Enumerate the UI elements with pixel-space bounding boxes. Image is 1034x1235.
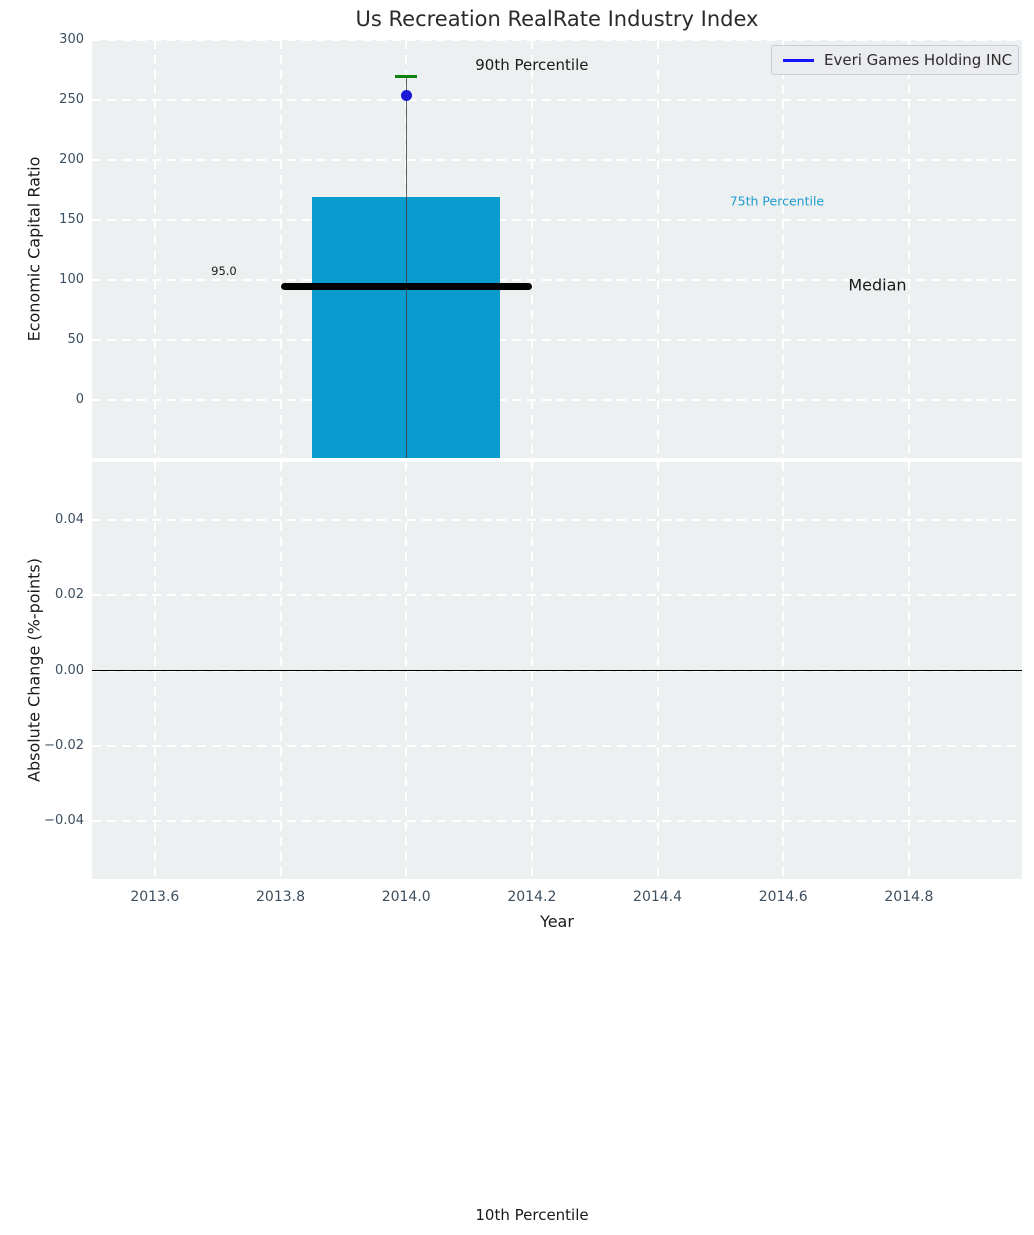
y-tick-label: 250 [59, 92, 84, 108]
gridline-horizontal [92, 744, 1022, 747]
gridline-horizontal [92, 279, 1022, 282]
x-tick-label: 2014.2 [507, 889, 557, 905]
gridline-horizontal [92, 518, 1022, 521]
top-axes-background [92, 40, 1022, 458]
x-tick-label: 2014.6 [758, 889, 808, 905]
whisker-line [405, 76, 407, 458]
y-tick-label: 100 [59, 272, 84, 288]
x-tick-label: 2014.0 [381, 889, 431, 905]
y-tick-label: 0.02 [55, 587, 84, 603]
x-tick-label: 2014.4 [633, 889, 683, 905]
annotation-median: Median [848, 275, 907, 295]
y-tick-label: 200 [59, 152, 84, 168]
gridline-horizontal [92, 399, 1022, 402]
annotation-95-0: 95.0 [211, 263, 237, 278]
gridline-horizontal [92, 39, 1022, 41]
zero-line [92, 669, 1022, 672]
gridline-vertical [530, 40, 533, 458]
x-tick-label: 2013.8 [256, 889, 305, 905]
gridline-horizontal [92, 594, 1022, 597]
y-tick-label: −0.04 [44, 813, 84, 829]
annotation-10th-percentile: 10th Percentile [475, 1206, 589, 1224]
annotation-90th-percentile: 90th Percentile [475, 56, 589, 75]
legend: Everi Games Holding INC [771, 45, 1019, 75]
y-tick-label: 150 [59, 212, 84, 228]
y-tick-label: 50 [67, 332, 84, 348]
gridline-vertical [907, 40, 910, 458]
gridline-vertical [153, 40, 156, 458]
x-axis-label: Year [540, 912, 574, 931]
percentile-90-cap [395, 74, 418, 78]
chart-title: Us Recreation RealRate Industry Index [355, 7, 759, 31]
median-line [280, 282, 532, 290]
x-tick-label: 2014.8 [884, 889, 934, 905]
top-y-axis-label: Economic Capital Ratio [24, 156, 44, 342]
annotation-75th-percentile: 75th Percentile [729, 193, 825, 209]
legend-line-swatch [783, 58, 814, 62]
y-tick-label: 0 [75, 392, 84, 408]
gridline-horizontal [92, 159, 1022, 162]
y-tick-label: −0.02 [44, 737, 84, 753]
gridline-horizontal [92, 820, 1022, 823]
y-tick-label: 0.00 [55, 662, 84, 678]
company-data-point [400, 89, 412, 101]
legend-label: Everi Games Holding INC [824, 51, 1013, 69]
y-tick-label: 300 [59, 32, 84, 47]
gridline-horizontal [92, 339, 1022, 342]
gridline-vertical [656, 40, 659, 458]
gridline-vertical [782, 40, 785, 458]
x-tick-label: 2013.6 [130, 889, 180, 905]
y-tick-label: 0.04 [55, 511, 84, 527]
gridline-vertical [279, 40, 282, 458]
gridline-horizontal [92, 219, 1022, 222]
gridline-horizontal [92, 99, 1022, 102]
